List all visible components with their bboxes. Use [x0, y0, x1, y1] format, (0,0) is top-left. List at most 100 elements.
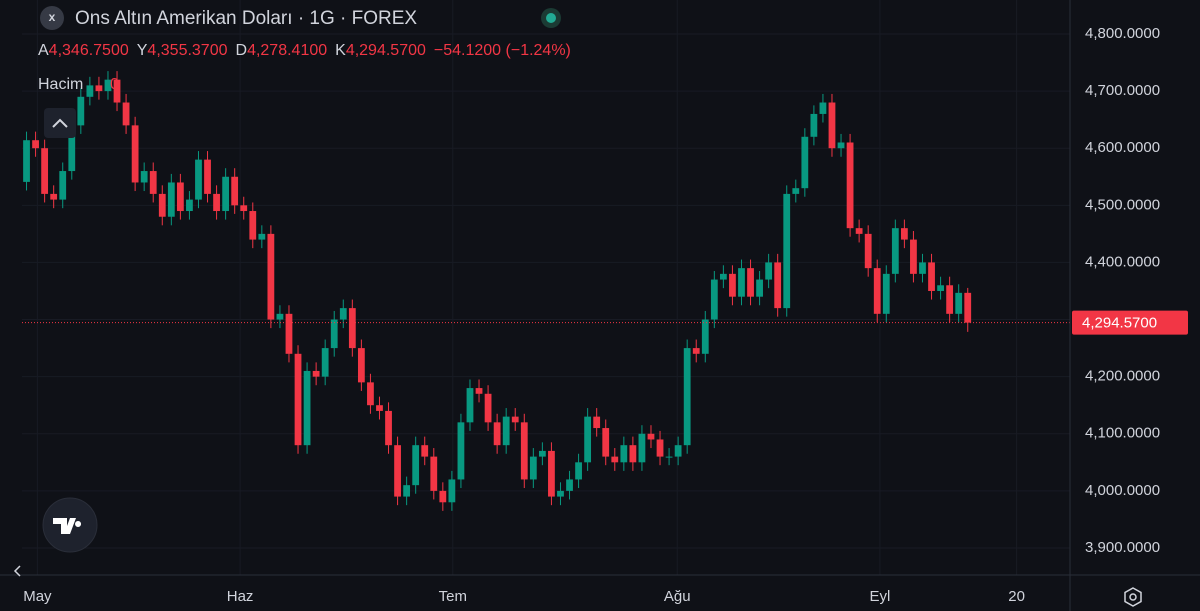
candle-body: [330, 319, 338, 349]
candle-body: [421, 445, 429, 457]
candle-body: [674, 445, 682, 457]
candle-body: [430, 456, 438, 491]
candle-body: [846, 142, 854, 229]
candle-body: [566, 479, 573, 491]
candle-body: [339, 308, 347, 320]
ohlc-value: 4,346.7500: [49, 42, 129, 59]
candle-body: [285, 313, 293, 354]
candle-body: [213, 193, 220, 212]
candle-body: [783, 193, 791, 309]
candle-body: [738, 268, 745, 297]
scroll-left[interactable]: [13, 565, 21, 577]
chevron-icon: [52, 118, 68, 128]
candle-body: [900, 228, 908, 240]
y-tick-label: 4,700.0000: [1085, 82, 1160, 99]
logo-mark: [53, 518, 82, 534]
candle-body: [665, 456, 673, 458]
candle-body: [50, 193, 58, 200]
candle-body: [928, 262, 935, 291]
candle-body: [231, 176, 239, 206]
candle-body: [276, 313, 284, 320]
candle-body: [575, 462, 582, 480]
candle-body: [149, 171, 157, 194]
candle-body: [937, 285, 944, 291]
x-tick-label: Ağu: [664, 588, 691, 605]
candle-body: [204, 159, 211, 194]
settings-icon[interactable]: [1124, 587, 1142, 607]
candle-body: [611, 456, 619, 463]
spacer: [327, 42, 335, 59]
close-button[interactable]: [40, 6, 64, 30]
candle-body: [95, 85, 103, 92]
candle-body: [620, 445, 628, 463]
y-tick-label: 4,500.0000: [1085, 196, 1160, 213]
candle-body: [701, 319, 709, 354]
candle-body: [801, 136, 809, 189]
candle-body: [303, 370, 311, 446]
candle-body: [729, 273, 736, 297]
y-tick-label: 4,100.0000: [1085, 425, 1160, 442]
candle-body: [41, 148, 49, 194]
x-tick-label: Eyl: [870, 588, 891, 605]
candle-body: [629, 445, 637, 463]
candle-body: [448, 479, 456, 503]
candle-body: [692, 348, 700, 354]
candle-body: [140, 171, 148, 183]
candle-body: [176, 182, 184, 212]
volume-label: Hacim: [38, 76, 83, 93]
candle-body: [104, 79, 112, 92]
candle-body: [258, 233, 266, 240]
candle-body: [394, 445, 401, 497]
candle-body: [376, 405, 383, 411]
candle-body: [158, 193, 166, 217]
candle-body: [493, 422, 501, 446]
candle-body: [548, 450, 555, 497]
volume-value: 0: [110, 76, 119, 93]
symbol-title: Ons Altın Amerikan Doları · 1G · FOREX: [75, 8, 417, 29]
close-icon: x: [49, 10, 56, 24]
candle-body: [348, 308, 356, 349]
candle-body: [23, 140, 30, 182]
candle-body: [403, 485, 411, 497]
collapse-button[interactable]: [44, 108, 76, 138]
candle-body: [484, 393, 492, 423]
candle-body: [222, 176, 230, 212]
candle-body: [59, 171, 67, 200]
candle-body: [520, 422, 528, 480]
candle-body: [584, 416, 592, 463]
y-tick-label: 4,600.0000: [1085, 139, 1160, 156]
candle-body: [810, 113, 818, 137]
candle-body: [294, 353, 302, 446]
candle-body: [955, 292, 963, 314]
candle-body: [656, 439, 664, 457]
grid: [22, 0, 1070, 575]
candle-body: [602, 428, 610, 457]
ohlc-legend: A4,346.7500 Y4,355.3700 D4,278.4100 K4,2…: [38, 42, 571, 59]
candle-body: [312, 370, 320, 377]
candle-body: [529, 456, 537, 480]
candle-body: [367, 382, 374, 406]
y-tick-label: 4,200.0000: [1085, 368, 1160, 385]
candle-body: [240, 205, 248, 212]
candle-body: [131, 125, 139, 183]
y-tick-label: 4,000.0000: [1085, 482, 1160, 499]
candle-body: [32, 140, 39, 149]
candle-body: [466, 388, 474, 423]
candle-body: [765, 262, 773, 280]
candle-body: [186, 199, 193, 212]
y-tick-label: 4,400.0000: [1085, 253, 1160, 270]
candle-body: [819, 102, 827, 114]
candle-body: [593, 416, 601, 429]
candle-body: [756, 279, 763, 297]
x-tick-label: 20: [1008, 588, 1025, 605]
candle-body: [68, 125, 76, 172]
ohlc-value: 4,355.3700: [147, 42, 227, 59]
candle-body: [195, 159, 202, 200]
ohlc-value: 4,294.5700: [346, 42, 426, 59]
candle-body: [864, 233, 872, 269]
candle-body: [946, 285, 954, 314]
candle-body: [828, 102, 836, 149]
ohlc-change: −54.1200 (−1.24%): [434, 42, 571, 59]
